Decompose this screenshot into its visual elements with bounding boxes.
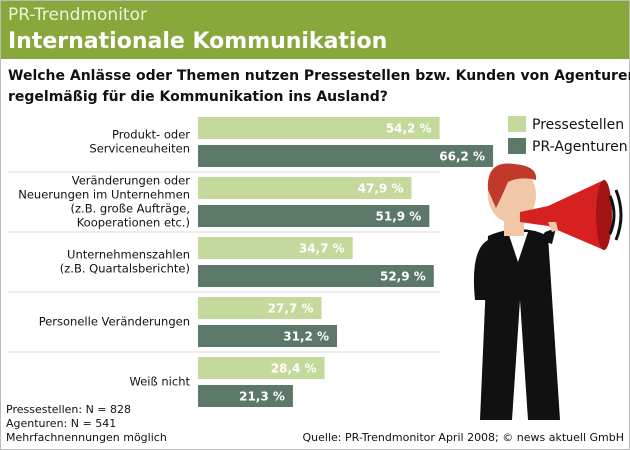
legend-label: PR-Agenturen bbox=[532, 139, 628, 155]
source: Quelle: PR-Trendmonitor April 2008; © ne… bbox=[303, 431, 624, 444]
note: Agenturen: N = 541 bbox=[6, 417, 116, 430]
bar bbox=[198, 385, 293, 407]
legend-swatch bbox=[508, 138, 526, 154]
legend-swatch bbox=[508, 116, 526, 132]
value-label: 51,9 % bbox=[376, 210, 422, 224]
category-label: Weiß nicht bbox=[130, 375, 191, 389]
value-label: 47,9 % bbox=[358, 182, 404, 196]
note: Mehrfachnennungen möglich bbox=[6, 431, 167, 444]
header-band bbox=[1, 1, 629, 59]
value-label: 31,2 % bbox=[283, 330, 329, 344]
bar bbox=[198, 325, 338, 347]
legend-label: Pressestellen bbox=[532, 117, 624, 133]
value-label: 52,9 % bbox=[380, 270, 426, 284]
bar bbox=[198, 265, 434, 287]
category-label: Veränderungen oder bbox=[72, 174, 191, 188]
category-label: (z.B. große Aufträge, bbox=[71, 202, 190, 216]
value-label: 34,7 % bbox=[299, 242, 345, 256]
category-label: Serviceneuheiten bbox=[89, 142, 190, 156]
note: Pressestellen: N = 828 bbox=[6, 403, 131, 416]
value-label: 54,2 % bbox=[386, 122, 432, 136]
bar bbox=[198, 205, 430, 227]
header: PR-Trendmonitor bbox=[8, 5, 147, 25]
bar bbox=[198, 177, 412, 199]
bar bbox=[198, 145, 494, 167]
illustration bbox=[473, 163, 623, 420]
category-label: Neuerungen im Unternehmen bbox=[18, 188, 190, 202]
value-label: 27,7 % bbox=[268, 302, 314, 316]
question: Welche Anlässe oder Themen nutzen Presse… bbox=[8, 68, 630, 84]
category-label: Personelle Veränderungen bbox=[39, 315, 190, 329]
chart-title: Internationale Kommunikation bbox=[8, 29, 387, 54]
bar bbox=[198, 357, 325, 379]
category-label: Unternehmenszahlen bbox=[67, 248, 190, 262]
question: regelmäßig für die Kommunikation ins Aus… bbox=[8, 89, 388, 105]
category-label: (z.B. Quartalsberichte) bbox=[60, 262, 190, 276]
value-label: 28,4 % bbox=[271, 362, 317, 376]
bar bbox=[198, 237, 353, 259]
value-label: 21,3 % bbox=[239, 390, 285, 404]
category-label: Kooperationen etc.) bbox=[77, 216, 190, 230]
bar bbox=[198, 297, 322, 319]
value-label: 66,2 % bbox=[439, 150, 485, 164]
bar bbox=[198, 117, 440, 139]
category-label: Produkt- oder bbox=[112, 128, 190, 142]
